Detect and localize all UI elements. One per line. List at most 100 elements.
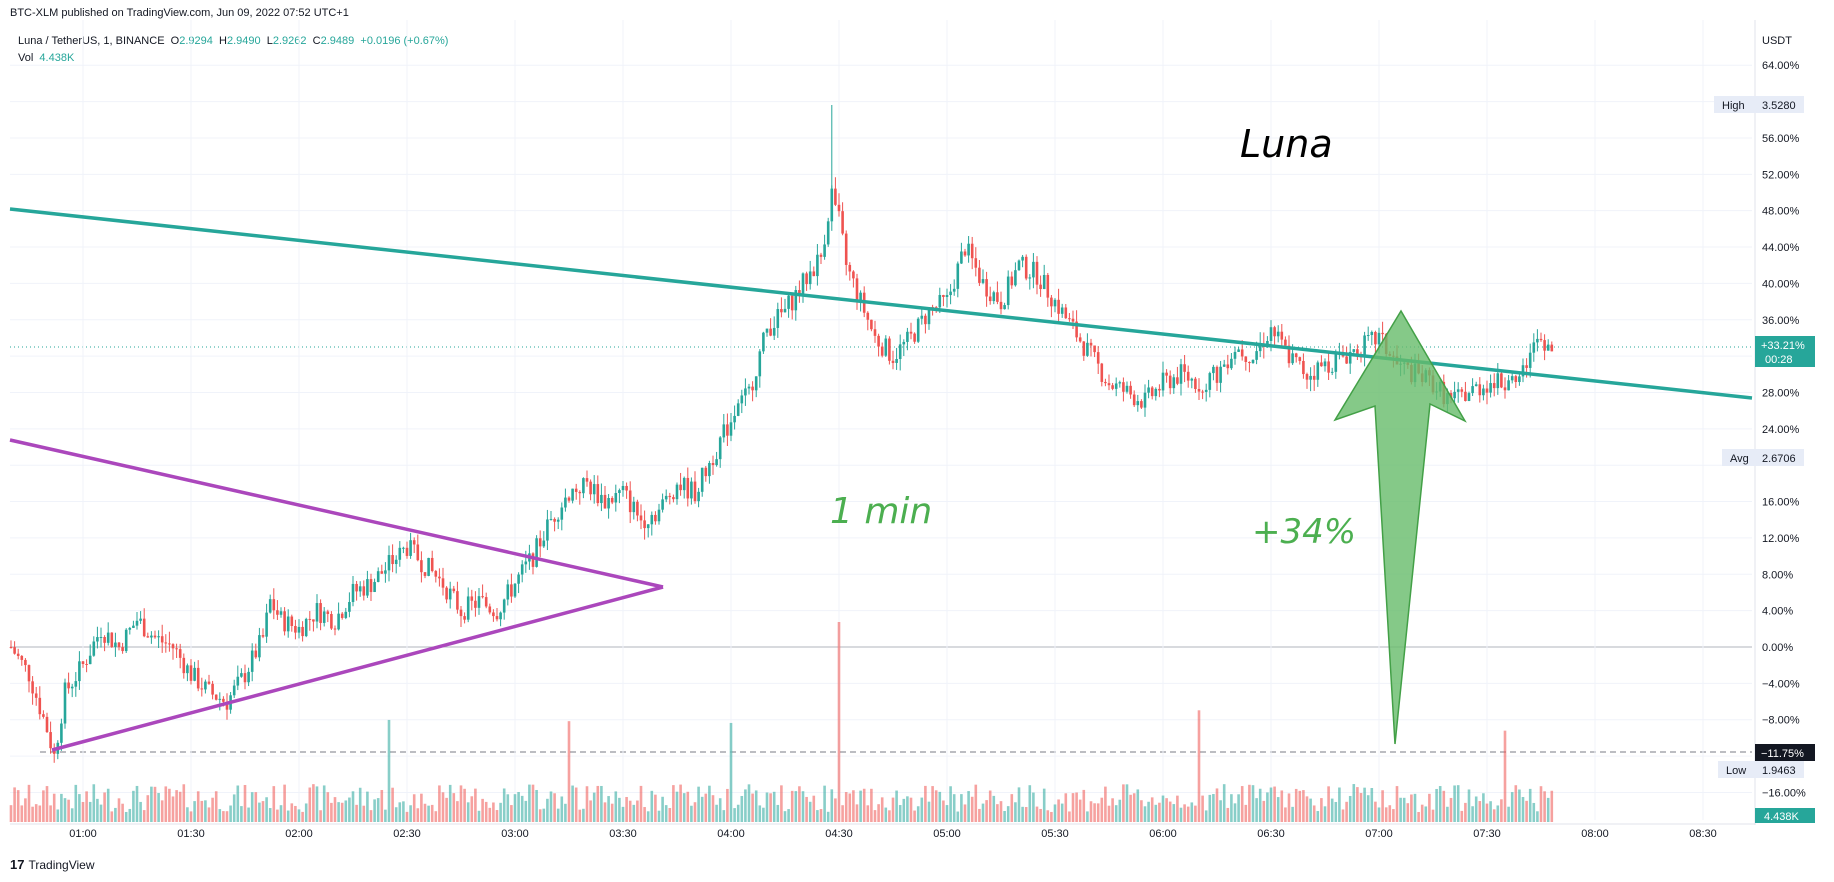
- volume-bar: [92, 784, 96, 822]
- candle: [474, 591, 477, 617]
- volume-bar: [1050, 811, 1053, 822]
- volume-bar: [405, 811, 409, 822]
- candle: [142, 608, 146, 638]
- volume-bar: [402, 801, 405, 822]
- volume-bar: [1158, 802, 1161, 822]
- candle: [787, 292, 790, 318]
- volume-bar: [193, 801, 196, 822]
- candle: [376, 567, 380, 583]
- price-axis[interactable]: USDT 64.00% 56.00% 52.00% 48.00% 44.00% 40.00…: [1762, 35, 1806, 799]
- candle: [607, 493, 610, 519]
- candle: [751, 381, 754, 402]
- volume-bar: [535, 789, 538, 822]
- volume-bar: [1006, 806, 1010, 822]
- volume-bar: [85, 791, 88, 822]
- volume-bar: [700, 796, 704, 822]
- volume-bar: [1316, 811, 1320, 822]
- volume-bar: [34, 804, 38, 822]
- candle: [517, 572, 520, 594]
- x-tick-label: 03:30: [609, 828, 637, 840]
- volume-bar: [297, 809, 301, 822]
- volume-bar: [261, 801, 265, 822]
- y-tick-label: −16.00%: [1762, 787, 1806, 799]
- triangle-lower-line[interactable]: [51, 585, 664, 752]
- candle: [103, 635, 106, 652]
- candle: [621, 481, 625, 497]
- candle: [553, 517, 556, 532]
- volume-bar: [556, 808, 560, 822]
- candle: [664, 489, 668, 503]
- volume-badge-value: 4.438K: [1764, 811, 1800, 823]
- volume-bar: [513, 794, 517, 822]
- volume-bar: [438, 785, 441, 822]
- candle: [1456, 382, 1460, 403]
- volume-bar: [1478, 801, 1482, 822]
- time-axis[interactable]: 01:00 01:30 02:00 02:30 03:00 03:30 04:00 04:30…: [69, 828, 1717, 840]
- candle: [744, 378, 747, 406]
- candle: [1305, 372, 1309, 389]
- volume-bar: [1258, 788, 1262, 822]
- triangle-upper-line[interactable]: [9, 438, 664, 589]
- y-tick-label: 40.00%: [1762, 278, 1800, 290]
- volume-bar: [1503, 730, 1507, 822]
- volume-bar: [1384, 807, 1388, 822]
- volume-bar: [607, 796, 610, 822]
- volume-bar: [1532, 802, 1536, 822]
- volume-bar: [1143, 806, 1147, 822]
- candle: [1143, 384, 1147, 417]
- volume-bar: [1154, 804, 1158, 822]
- volume-bar: [1122, 784, 1125, 822]
- candle: [430, 550, 434, 573]
- candle: [470, 589, 474, 611]
- candle: [992, 290, 996, 305]
- avg-badge-value: 2.6706: [1762, 453, 1796, 465]
- candle: [718, 436, 722, 468]
- volume-bar: [1471, 806, 1474, 822]
- candle: [643, 510, 646, 540]
- candle: [1370, 330, 1374, 346]
- candle: [290, 614, 294, 632]
- volume-bar: [106, 788, 110, 822]
- candle: [722, 414, 726, 443]
- volume-bar: [1507, 806, 1510, 822]
- candle: [99, 627, 103, 648]
- candle: [157, 630, 160, 649]
- volume-bar: [801, 791, 805, 822]
- candle: [1478, 377, 1482, 403]
- volume-bar: [938, 791, 942, 822]
- candle: [740, 389, 744, 414]
- candle: [1302, 353, 1305, 379]
- candle: [697, 487, 700, 508]
- candle: [1489, 374, 1492, 398]
- up-arrow-shape[interactable]: [1333, 309, 1467, 745]
- candle: [250, 643, 254, 682]
- candle: [1186, 365, 1190, 388]
- candle: [855, 273, 859, 310]
- candle: [85, 659, 88, 673]
- candle: [686, 467, 690, 507]
- descending-trendline[interactable]: [9, 207, 1753, 400]
- volume-bar: [1381, 790, 1384, 822]
- candle: [1327, 351, 1330, 380]
- volume-bar: [956, 811, 960, 822]
- volume-bar: [1017, 787, 1021, 822]
- candle: [920, 307, 924, 325]
- candle: [1212, 364, 1215, 381]
- volume-bar: [42, 790, 45, 822]
- volume-bar: [182, 784, 186, 822]
- tradingview-logo-icon[interactable]: 17: [10, 857, 25, 872]
- candle: [20, 655, 24, 666]
- y-tick-label: −4.00%: [1762, 678, 1800, 690]
- volume-bar: [1374, 801, 1377, 822]
- close-label: C: [312, 35, 321, 47]
- y-tick-label: 0.00%: [1762, 642, 1793, 654]
- candle: [1482, 384, 1485, 401]
- candle: [808, 260, 812, 290]
- volume-bar: [211, 797, 214, 822]
- candle: [420, 551, 423, 583]
- volume-bar: [772, 791, 776, 822]
- brand-label[interactable]: TradingView: [28, 857, 95, 872]
- candle: [225, 693, 229, 720]
- volume-bar: [1010, 794, 1014, 822]
